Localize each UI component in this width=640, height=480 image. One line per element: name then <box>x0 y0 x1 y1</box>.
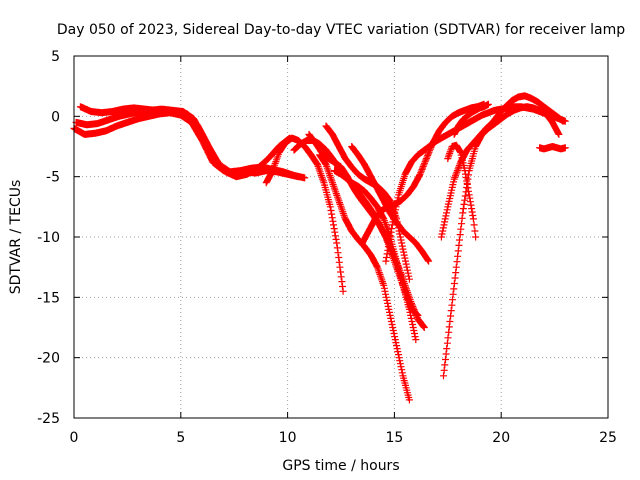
x-tick-label: 20 <box>492 430 510 446</box>
series-track-3 <box>72 105 294 181</box>
data-markers <box>444 141 480 241</box>
series-track-14 <box>440 103 563 380</box>
data-markers <box>316 151 413 404</box>
chart-title: Day 050 of 2023, Sidereal Day-to-day VTE… <box>57 22 625 38</box>
y-tick-label: -5 <box>46 170 60 186</box>
data-markers <box>450 100 492 138</box>
series-track-5 <box>316 151 413 404</box>
y-tick-label: -25 <box>37 411 60 427</box>
data-markers <box>536 143 569 153</box>
y-tick-label: -20 <box>37 351 60 367</box>
x-tick-label: 0 <box>70 430 79 446</box>
x-tick-label: 10 <box>279 430 297 446</box>
x-axis-label: GPS time / hours <box>282 458 399 474</box>
axis-ticks <box>73 55 609 419</box>
series-track-16 <box>450 100 492 138</box>
x-tick-label: 25 <box>599 430 617 446</box>
y-tick-label: -10 <box>37 230 60 246</box>
y-tick-label: 5 <box>51 49 60 65</box>
data-markers <box>72 105 294 181</box>
x-tick-label: 5 <box>176 430 185 446</box>
series-track-17 <box>536 143 569 153</box>
y-tick-label: -15 <box>37 290 60 306</box>
x-tick-label: 15 <box>385 430 403 446</box>
y-tick-label: 0 <box>51 109 60 125</box>
data-markers <box>440 103 563 380</box>
tick-labels: 0 5 10 15 20 25 5 0 -5 -10 -15 -20 -25 <box>37 49 617 446</box>
data-points <box>70 92 569 404</box>
series-track-15 <box>444 141 480 241</box>
y-axis-label: SDTVAR / TECUs <box>8 180 24 295</box>
